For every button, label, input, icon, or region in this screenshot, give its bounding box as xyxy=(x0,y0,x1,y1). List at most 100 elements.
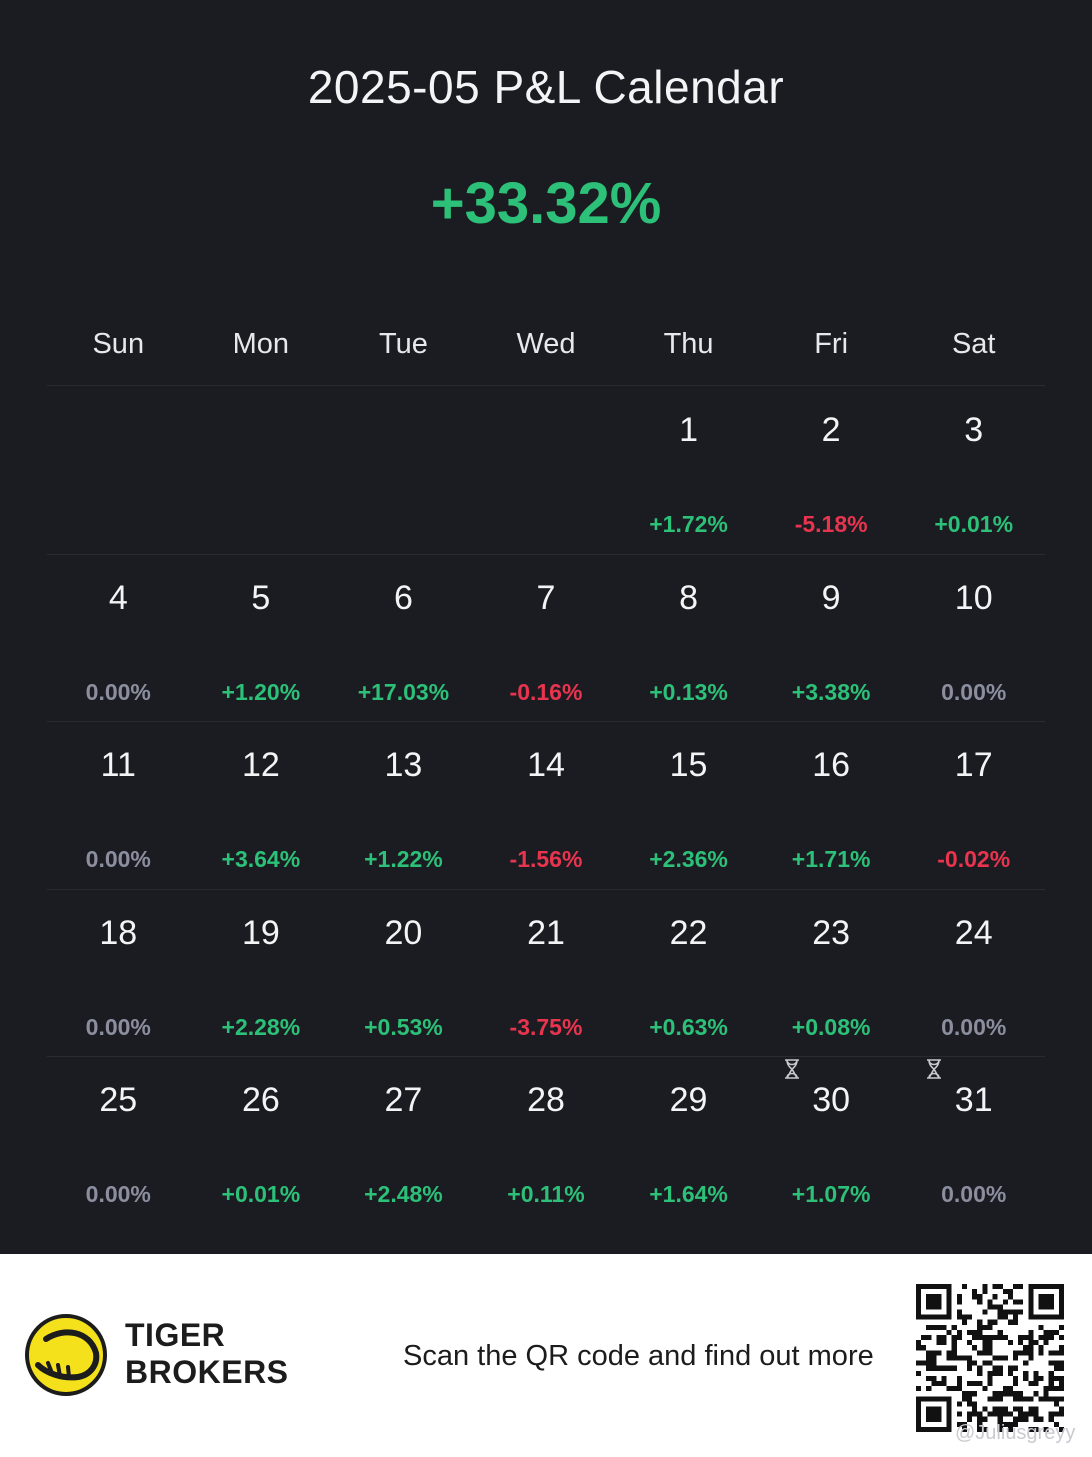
day-number: 3 xyxy=(964,411,984,449)
weekday-label: Tue xyxy=(378,328,428,360)
day-number: 2 xyxy=(821,411,841,449)
calendar-day-cell[interactable]: 2 -5.18% xyxy=(759,387,903,555)
calendar-day-cell[interactable]: 27 +2.48% xyxy=(332,1057,475,1225)
empty-cell xyxy=(47,387,190,555)
calendar-day-cell[interactable]: 16 +1.71% xyxy=(759,722,903,890)
calendar-day-cell[interactable]: 8 +0.13% xyxy=(617,555,760,722)
calendar-day-cell[interactable]: 31 0.00% xyxy=(902,1057,1045,1225)
day-pnl: +1.07% xyxy=(791,1181,871,1207)
empty-cell xyxy=(189,387,333,555)
day-number: 8 xyxy=(679,578,699,617)
day-pnl: +17.03% xyxy=(357,678,450,705)
day-number: 22 xyxy=(669,913,708,952)
day-number: 28 xyxy=(527,1081,565,1119)
tiger-logo-icon xyxy=(25,1314,107,1396)
calendar-day-cell[interactable]: 29 +1.64% xyxy=(617,1057,760,1225)
calendar-day-cell[interactable]: 22 +0.63% xyxy=(617,890,760,1057)
day-pnl: +0.53% xyxy=(364,1013,443,1040)
weekday-label: Mon xyxy=(232,328,290,360)
page-title: 2025-05 P&L Calendar xyxy=(307,61,785,113)
day-pnl: +2.48% xyxy=(364,1181,443,1207)
calendar-day-cell[interactable]: 13 +1.22% xyxy=(332,722,475,890)
day-pnl: +0.11% xyxy=(507,1181,585,1207)
calendar-day-cell[interactable]: 26 +0.01% xyxy=(190,1057,333,1225)
calendar-day-cell[interactable]: 5 +1.20% xyxy=(189,555,333,722)
day-number: 23 xyxy=(812,913,851,952)
day-number: 4 xyxy=(108,578,128,617)
watermark: @Juliusgreyy xyxy=(955,1422,1076,1444)
day-number: 14 xyxy=(527,746,565,784)
calendar-day-cell[interactable]: 9 +3.38% xyxy=(759,555,903,722)
calendar-day-cell[interactable]: 25 0.00% xyxy=(47,1057,190,1225)
calendar-day-cell[interactable]: 18 0.00% xyxy=(47,890,190,1057)
day-number: 10 xyxy=(954,578,993,617)
calendar-day-cell[interactable]: 15 +2.36% xyxy=(617,722,760,890)
day-pnl: +1.72% xyxy=(649,511,728,537)
day-pnl: +0.01% xyxy=(934,511,1014,537)
day-pnl: +1.20% xyxy=(221,678,301,705)
day-pnl: -1.56% xyxy=(509,846,583,872)
calendar-day-cell[interactable]: 23 +0.08% xyxy=(759,890,903,1057)
day-number: 5 xyxy=(251,578,271,617)
day-pnl: 0.00% xyxy=(941,1181,1007,1207)
day-number: 18 xyxy=(99,913,138,952)
empty-cell xyxy=(332,387,475,555)
calendar-day-cell[interactable]: 20 +0.53% xyxy=(332,890,475,1057)
day-pnl: +0.08% xyxy=(791,1013,871,1040)
calendar-day-cell[interactable]: 24 0.00% xyxy=(902,890,1045,1057)
day-number: 31 xyxy=(954,1081,993,1119)
day-pnl: +3.38% xyxy=(791,678,871,705)
day-number: 1 xyxy=(679,411,699,449)
day-pnl: 0.00% xyxy=(85,1181,151,1207)
qr-tagline: Scan the QR code and find out more xyxy=(403,1340,874,1372)
weekday-label: Fri xyxy=(814,328,849,360)
hourglass-icon xyxy=(784,1059,799,1079)
calendar-day-cell[interactable]: 30 +1.07% xyxy=(760,1057,903,1225)
day-pnl: 0.00% xyxy=(85,678,151,705)
calendar-day-cell[interactable]: 7 -0.16% xyxy=(474,555,618,722)
day-number: 15 xyxy=(669,746,708,784)
empty-cell xyxy=(474,387,618,555)
weekday-label: Sun xyxy=(92,328,145,360)
day-number: 13 xyxy=(384,746,423,784)
day-pnl: 0.00% xyxy=(85,846,151,872)
day-number: 9 xyxy=(821,578,841,617)
day-pnl: +1.71% xyxy=(791,846,871,872)
day-number: 24 xyxy=(954,913,993,952)
day-pnl: -0.02% xyxy=(937,846,1011,872)
calendar-day-cell[interactable]: 11 0.00% xyxy=(47,722,190,890)
weekday-label: Thu xyxy=(663,328,714,360)
day-number: 21 xyxy=(527,913,565,952)
qr-code-icon[interactable] xyxy=(916,1284,1064,1432)
calendar-day-cell[interactable]: 1 +1.72% xyxy=(617,387,760,555)
calendar-day-cell[interactable]: 6 +17.03% xyxy=(332,555,475,722)
calendar-day-cell[interactable]: 19 +2.28% xyxy=(189,890,333,1057)
day-number: 17 xyxy=(954,746,993,784)
hourglass-icon xyxy=(927,1059,942,1079)
calendar-day-cell[interactable]: 21 -3.75% xyxy=(474,890,618,1057)
day-pnl: 0.00% xyxy=(941,678,1007,705)
calendar-day-cell[interactable]: 14 -1.56% xyxy=(474,722,618,890)
day-number: 20 xyxy=(384,913,423,952)
day-number: 6 xyxy=(393,578,413,617)
day-pnl: +1.64% xyxy=(649,1181,728,1207)
weekday-label: Wed xyxy=(516,328,576,360)
weekday-label: Sat xyxy=(951,328,996,360)
day-pnl: +0.13% xyxy=(649,678,728,705)
day-pnl: +3.64% xyxy=(221,846,301,872)
calendar-grid: 1 +1.72% 2 -5.18% 3 +0.01% 4 0.00% 5 +1.20% 6 +17.0… xyxy=(47,387,1045,1225)
calendar-day-cell[interactable]: 17 -0.02% xyxy=(902,722,1045,890)
calendar-day-cell[interactable]: 10 0.00% xyxy=(902,555,1045,722)
calendar-day-cell[interactable]: 12 +3.64% xyxy=(189,722,333,890)
day-pnl: -5.18% xyxy=(794,511,868,537)
calendar-day-cell[interactable]: 28 +0.11% xyxy=(475,1057,618,1225)
day-pnl: +2.36% xyxy=(649,846,728,872)
day-pnl: +1.22% xyxy=(364,846,443,872)
calendar-day-cell[interactable]: 4 0.00% xyxy=(47,555,190,722)
monthly-total-pnl: +33.32% xyxy=(430,171,662,236)
weekday-header-row: Sun Mon Tue Wed Thu Fri Sat xyxy=(47,320,1045,386)
brand-line-1: TIGER xyxy=(125,1317,226,1353)
day-pnl: -0.16% xyxy=(509,678,583,705)
calendar-day-cell[interactable]: 3 +0.01% xyxy=(902,387,1045,555)
day-pnl: +0.01% xyxy=(221,1181,301,1207)
